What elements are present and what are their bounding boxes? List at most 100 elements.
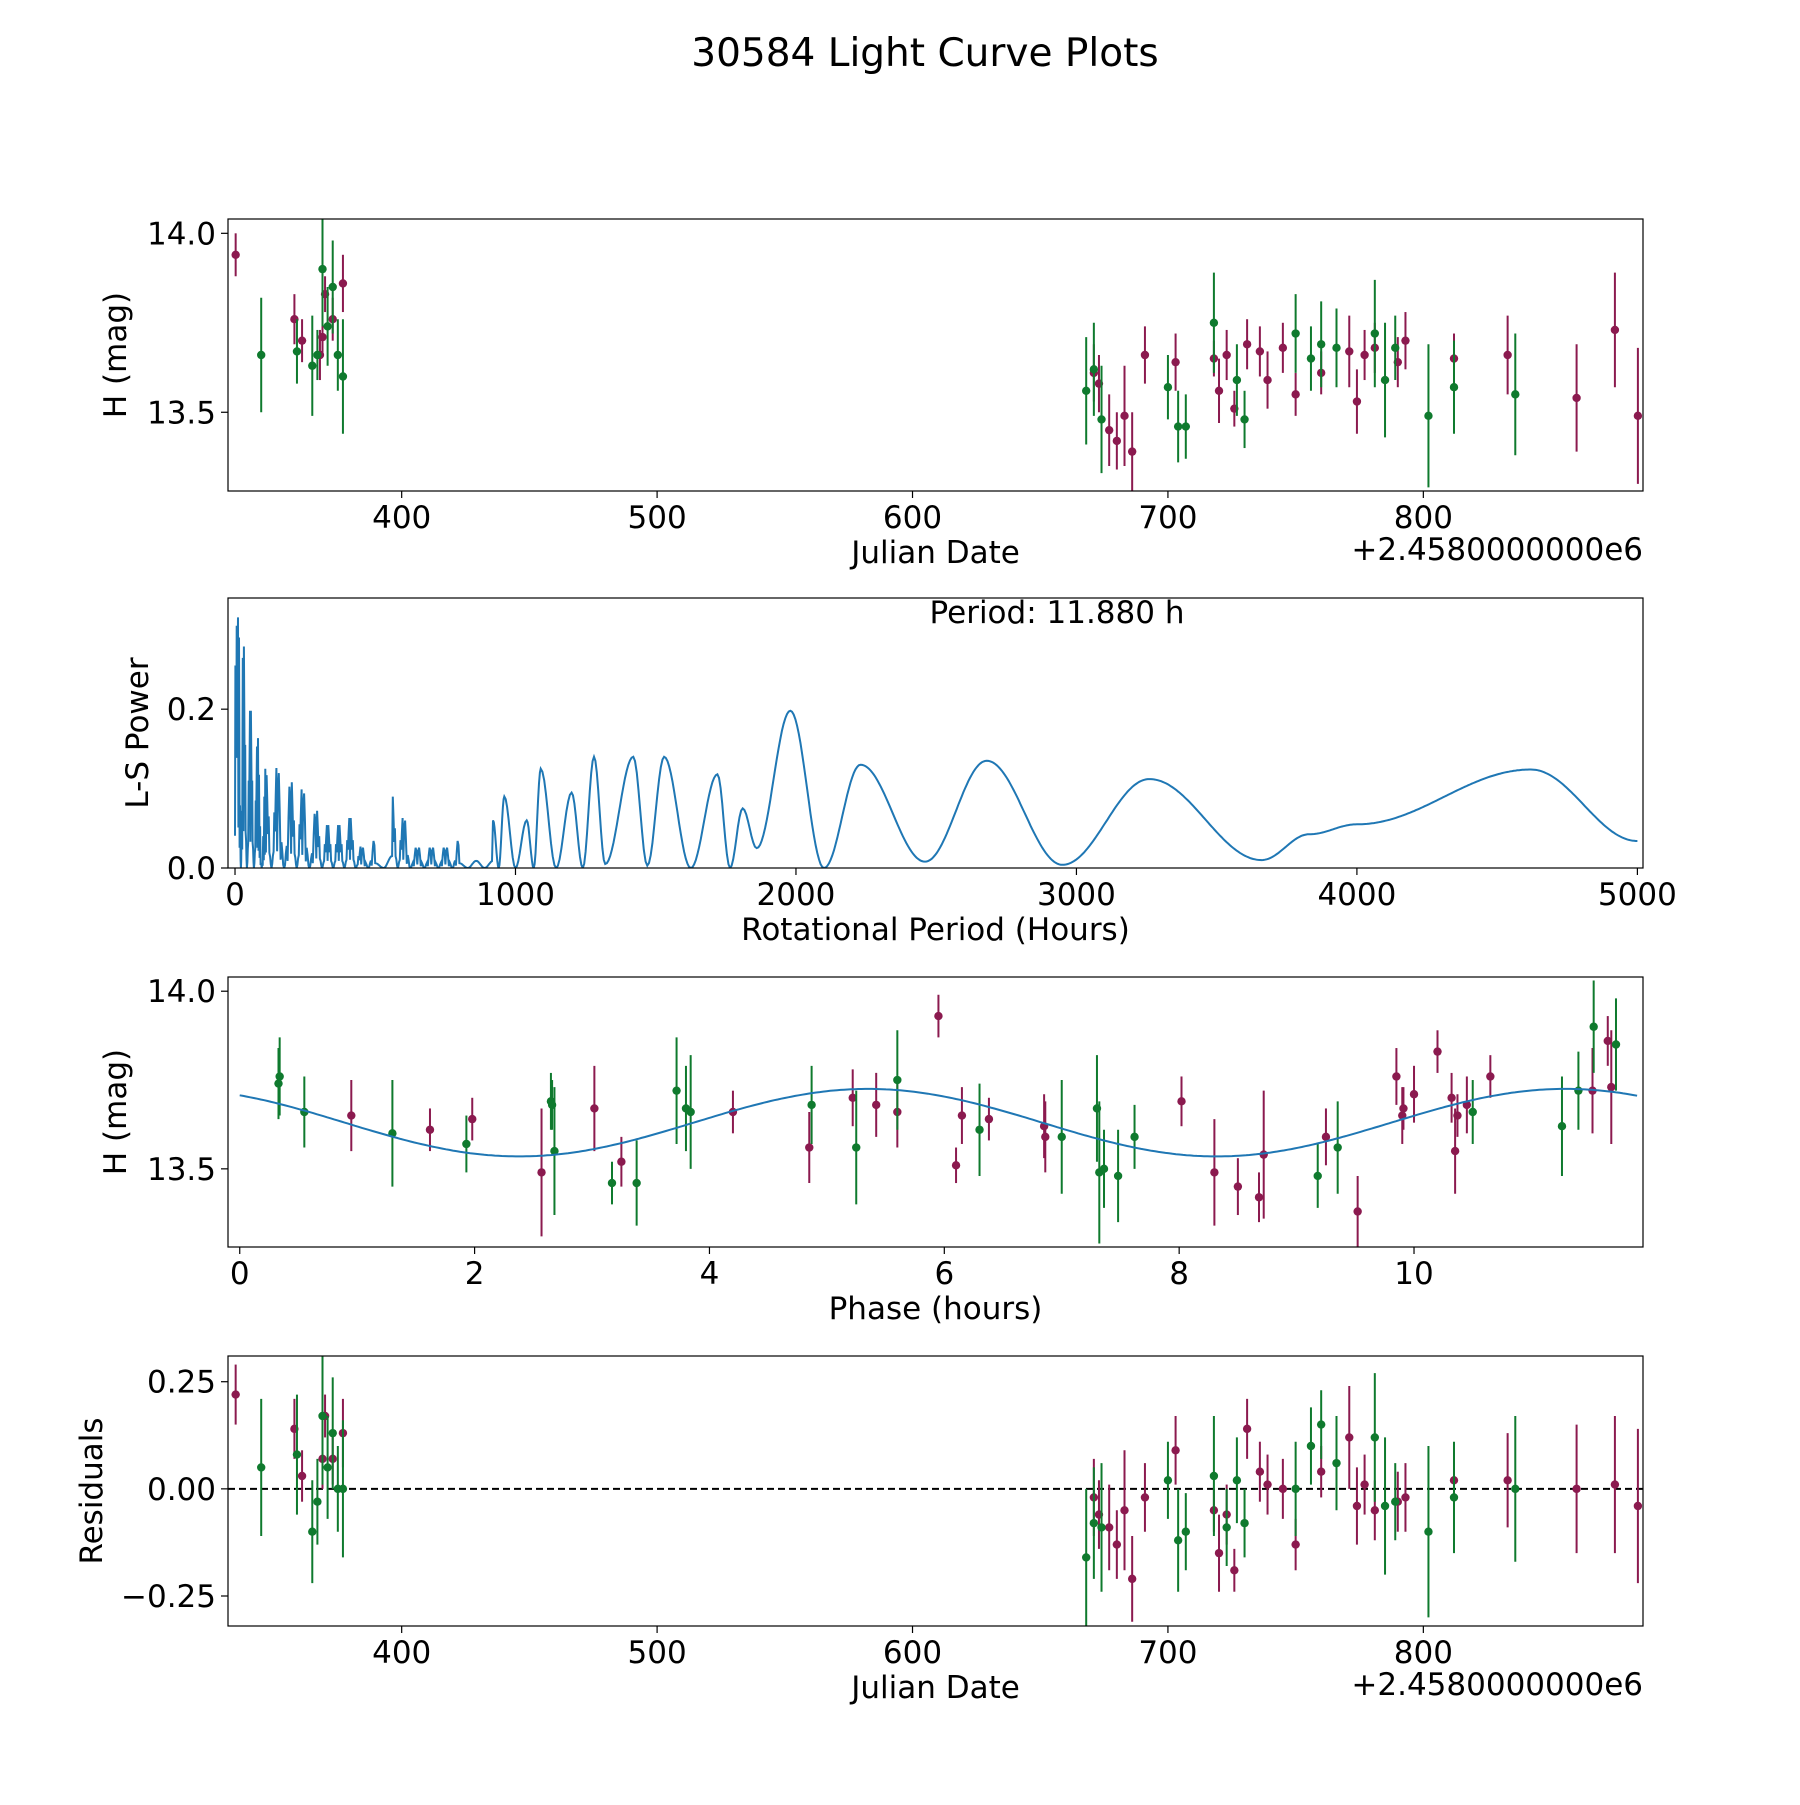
x-tick-label: 4000 — [1317, 877, 1396, 913]
data-point — [1332, 1458, 1341, 1468]
data-point — [333, 350, 343, 360]
x-tick-label: 700 — [1138, 1635, 1197, 1671]
axes-frame — [227, 218, 1644, 492]
data-point — [1380, 1501, 1390, 1511]
x-offset-text: +2.4580000000e6 — [1351, 1667, 1643, 1703]
data-point — [1449, 383, 1459, 392]
data-point — [1173, 422, 1183, 431]
data-point — [1263, 1480, 1272, 1489]
data-point — [257, 350, 266, 360]
data-point — [1242, 1424, 1252, 1434]
data-point — [257, 1463, 266, 1472]
data-point — [1391, 1497, 1400, 1506]
data-point — [1503, 1476, 1512, 1485]
data-point — [1120, 411, 1129, 421]
data-point — [1399, 1104, 1408, 1113]
data-point — [1610, 1480, 1620, 1489]
data-point — [1254, 1193, 1264, 1202]
data-point — [1360, 1480, 1369, 1489]
y-tick-label: 13.5 — [147, 395, 216, 431]
data-point — [934, 1011, 943, 1021]
data-point — [1360, 350, 1369, 360]
data-point — [1433, 1047, 1442, 1056]
data-point — [1380, 375, 1390, 385]
data-point — [1057, 1132, 1066, 1142]
data-point — [805, 1143, 814, 1152]
data-point — [807, 1100, 816, 1110]
data-point — [1171, 357, 1180, 367]
data-point — [1589, 1022, 1598, 1031]
light-curve-plot-area — [231, 219, 1643, 491]
data-point — [1222, 1523, 1231, 1532]
data-point — [1291, 1540, 1300, 1549]
x-tick-label: 600 — [883, 1635, 942, 1671]
x-tick-label: 10 — [1394, 1256, 1433, 1292]
maroon-series — [231, 1364, 1643, 1622]
periodogram-panel: Period: 11.880 h 0 1000 2000 3000 4000 5000 0.0… — [120, 595, 1677, 948]
data-point — [1332, 343, 1341, 353]
y-axis-label: Residuals — [74, 1417, 110, 1564]
x-tick-label: 400 — [372, 500, 431, 536]
data-point — [1127, 1574, 1137, 1584]
data-point — [1447, 1093, 1456, 1102]
data-point — [1081, 386, 1091, 395]
data-point — [1163, 1476, 1173, 1485]
data-point — [1233, 1182, 1243, 1191]
x-tick-label: 700 — [1138, 500, 1197, 536]
data-point — [462, 1139, 471, 1149]
data-point — [1291, 1484, 1300, 1494]
data-point — [951, 1161, 961, 1170]
data-point — [1401, 336, 1410, 345]
data-point — [1127, 447, 1137, 456]
green-series — [257, 1356, 1520, 1626]
data-point — [292, 347, 302, 356]
data-point — [1209, 318, 1219, 327]
data-point — [1607, 1082, 1616, 1092]
data-point — [1263, 375, 1272, 385]
data-point — [1163, 383, 1173, 392]
data-point — [318, 332, 327, 342]
data-point — [1112, 1540, 1122, 1549]
data-point — [1603, 1036, 1612, 1046]
data-point — [1511, 390, 1520, 399]
data-point — [1370, 1433, 1380, 1442]
x-tick-label: 4 — [700, 1256, 720, 1292]
data-point — [1291, 329, 1300, 338]
data-point — [1177, 1097, 1186, 1106]
data-point — [318, 1411, 327, 1421]
x-tick-label: 1000 — [476, 877, 555, 913]
green-series — [257, 219, 1520, 488]
data-point — [1352, 1501, 1362, 1511]
x-tick-label: 8 — [1169, 1256, 1189, 1292]
data-point — [1232, 1476, 1242, 1485]
data-point — [1557, 1122, 1567, 1131]
data-point — [1278, 1484, 1288, 1494]
y-tick-label: 14.0 — [147, 216, 216, 252]
y-tick-label: 13.5 — [147, 1152, 216, 1188]
y-tick-label: 0.25 — [147, 1365, 216, 1401]
x-tick-label: 2 — [465, 1256, 485, 1292]
data-point — [1409, 1090, 1419, 1099]
data-point — [1097, 415, 1106, 424]
data-point — [328, 282, 337, 292]
x-axis-label: Julian Date — [849, 1670, 1020, 1706]
data-point — [1140, 1493, 1150, 1502]
data-point — [1181, 1527, 1191, 1536]
data-point — [1104, 1523, 1114, 1532]
data-point — [957, 1111, 967, 1120]
data-point — [672, 1086, 681, 1095]
x-tick-label: 400 — [372, 1635, 431, 1671]
x-axis-label: Rotational Period (Hours) — [741, 912, 1130, 948]
data-point — [338, 279, 348, 288]
data-point — [1352, 397, 1362, 406]
data-point — [292, 1450, 302, 1459]
data-point — [537, 1168, 546, 1177]
periodogram-line — [234, 617, 1638, 868]
data-point — [975, 1125, 984, 1134]
data-point — [1278, 343, 1288, 353]
data-point — [468, 1114, 477, 1124]
data-point — [1401, 1493, 1410, 1502]
data-point — [1633, 1501, 1643, 1511]
data-point — [1041, 1132, 1050, 1142]
data-point — [1316, 1467, 1326, 1476]
